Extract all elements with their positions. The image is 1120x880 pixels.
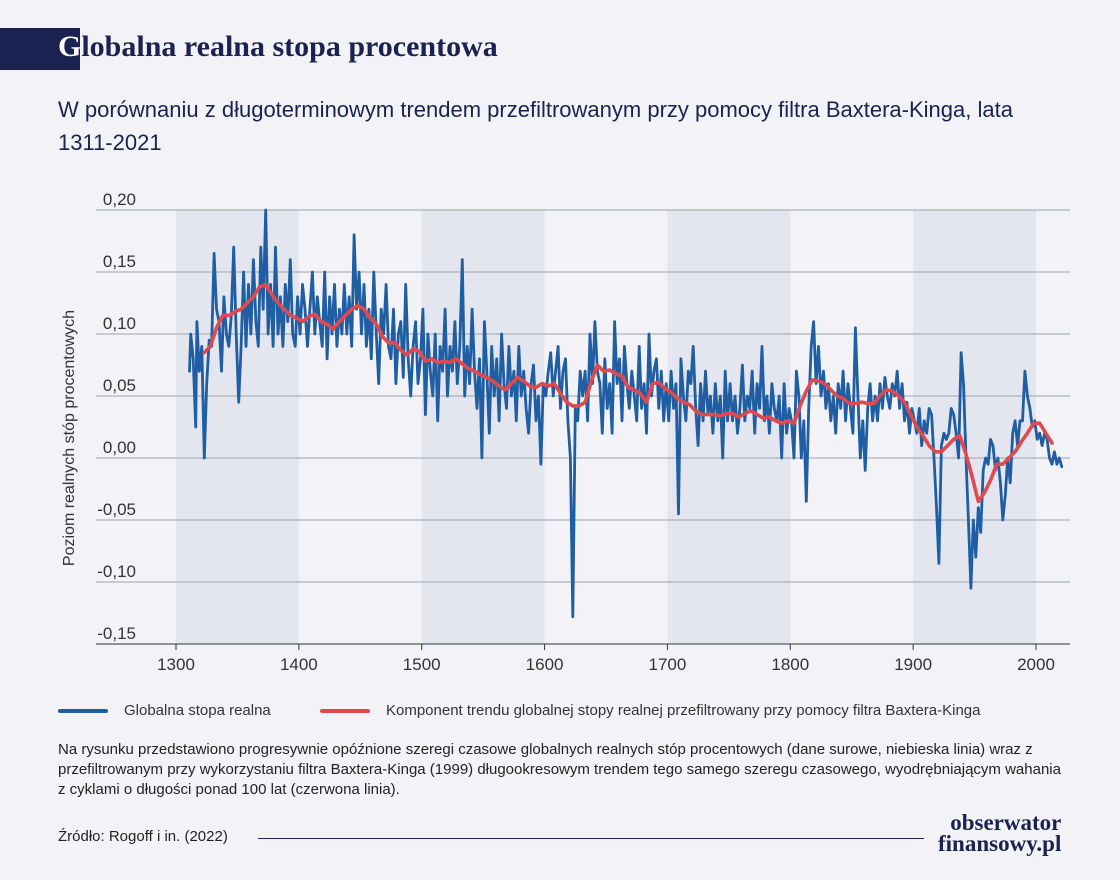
series-lines	[188, 208, 1064, 619]
x-axis: 1300 1400 1500 1600 1700 1800 1900 2000	[96, 643, 1070, 674]
x-tick-label: 2000	[1017, 655, 1055, 674]
legend-item-blue: Globalna stopa realna	[58, 702, 271, 719]
footnote: Na rysunku przedstawiono progresywnie op…	[58, 741, 1061, 798]
y-tick-label: -0,10	[97, 562, 136, 581]
x-tick-label: 1700	[649, 655, 687, 674]
x-tick-label: 1900	[894, 655, 932, 674]
brand-line-1: obserwator	[950, 810, 1062, 835]
brand-line-2: finansowy.pl	[938, 831, 1062, 856]
x-tick-label: 1400	[280, 655, 318, 674]
legend-swatch-blue	[58, 709, 108, 714]
chart-subtitle: W porównaniu z długoterminowym trendem p…	[58, 97, 1013, 155]
x-tick-label: 1800	[771, 655, 809, 674]
x-tick-label: 1600	[526, 655, 564, 674]
source-divider	[258, 838, 924, 839]
title-rest: lobalna realna stopa procentowa	[81, 30, 498, 63]
x-tick-label: 1300	[157, 655, 195, 674]
shaded-periods	[176, 210, 1036, 644]
brand-logo: obserwator finansowy.pl	[938, 810, 1062, 856]
x-tick-label: 1500	[403, 655, 441, 674]
y-tick-label: 0,05	[103, 376, 136, 395]
series-line-blue	[188, 208, 1064, 619]
y-tick-label: -0,15	[97, 624, 136, 643]
legend-item-red: Komponent trendu globalnej stopy realnej…	[320, 702, 980, 719]
legend-label-red: Komponent trendu globalnej stopy realnej…	[386, 702, 981, 719]
y-tick-label: 0,00	[103, 438, 136, 457]
y-tick-label: 0,15	[103, 252, 136, 271]
legend-swatch-red	[320, 709, 370, 714]
series-line-red	[202, 282, 1054, 504]
title-accent-bar	[0, 28, 80, 70]
legend-label-blue: Globalna stopa realna	[124, 702, 271, 719]
y-tick-label: 0,20	[103, 190, 136, 209]
y-axis-label: Poziom realnych stóp procentowych	[61, 310, 78, 566]
y-tick-labels: 0,20 0,15 0,10 0,05 0,00 -0,05 -0,10 -0,15	[97, 190, 136, 643]
source-text: Źródło: Rogoff i in. (2022)	[58, 828, 228, 845]
chart-svg: 1300 1400 1500 1600 1700 1800 1900 2000 0,20 0,1…	[61, 190, 1070, 674]
chart-title: Globalna realna stopa procentowa	[58, 30, 498, 64]
shade-band-2	[667, 210, 791, 644]
title-first-letter: G	[58, 30, 82, 63]
y-tick-label: 0,10	[103, 314, 136, 333]
y-tick-label: -0,05	[97, 500, 136, 519]
